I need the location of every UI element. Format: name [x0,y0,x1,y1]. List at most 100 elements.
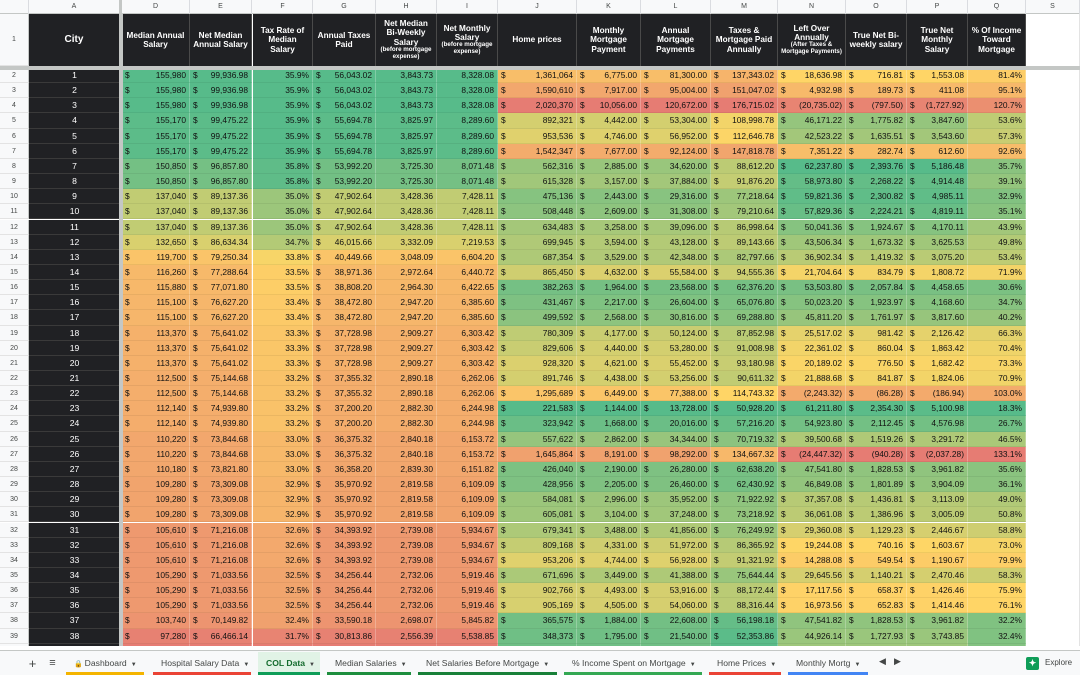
cell-home[interactable]: $584,081 [498,492,577,508]
cell-tm[interactable]: $62,376.20 [711,280,778,296]
cell-biw[interactable]: 2,947.20 [376,295,437,311]
cell-tmo[interactable]: $4,985.11 [907,189,968,205]
cell-rate[interactable]: 32.6% [253,552,313,568]
cell-tmo[interactable]: $3,743.85 [907,628,968,644]
cell-rate[interactable]: 32.9% [253,507,313,523]
cell-tmo[interactable]: $1,414.46 [907,598,968,614]
cell-pct[interactable]: 75.9% [968,583,1026,599]
cell-mmp[interactable]: $7,917.00 [577,83,641,99]
cell-median[interactable]: $113,370 [122,340,190,356]
cell-mmp[interactable]: $1,144.00 [577,401,641,417]
cell-tax[interactable]: $56,043.02 [313,68,376,84]
cell-amp[interactable]: $50,124.00 [641,325,711,341]
cell-biw[interactable]: 2,890.18 [376,386,437,402]
cell-tm[interactable]: $79,210.64 [711,204,778,220]
cell-tbw[interactable]: $841.87 [846,371,907,387]
cell-rate[interactable]: 32.9% [253,492,313,508]
cell-mmp[interactable]: $2,443.00 [577,189,641,205]
row-number[interactable]: 39 [0,628,29,644]
row-number[interactable]: 7 [0,143,29,159]
cell-pct[interactable]: 35.6% [968,461,1026,478]
cell-tm[interactable]: $89,143.66 [711,234,778,250]
row-number[interactable]: 11 [0,204,29,220]
cell-biw[interactable]: 2,732.06 [376,583,437,599]
cell-net[interactable]: $71,033.56 [190,598,252,614]
cell-home[interactable]: $221,583 [498,401,577,417]
cell-mmp[interactable]: $4,505.00 [577,598,641,614]
cell-mmp[interactable]: $2,190.00 [577,461,641,478]
cell-left[interactable]: $ (2,243.32) [778,386,846,402]
column-header-median[interactable]: Median Annual Salary [122,14,190,66]
cell-rate[interactable]: 33.0% [253,461,313,478]
cell-tmo[interactable]: $ (186.94) [907,386,968,402]
cell-tbw[interactable]: $834.79 [846,264,907,281]
cell-tmo[interactable]: $4,168.60 [907,295,968,311]
cell-mmp[interactable]: $1,668.00 [577,416,641,432]
cell-left[interactable]: $62,237.80 [778,158,846,175]
cell-amp[interactable]: $31,308.00 [641,204,711,220]
cell-rate[interactable]: 34.7% [253,234,313,250]
cell-net[interactable]: $89,137.36 [190,204,252,220]
cell-pct[interactable]: 73.3% [968,355,1026,371]
cell-tax[interactable]: $37,355.32 [313,386,376,402]
cell-biw[interactable]: 2,909.27 [376,355,437,371]
column-letter-g[interactable]: G [313,0,376,14]
cell-tmo[interactable]: $3,113.09 [907,492,968,508]
sheet-tab-home-prices[interactable]: Home Prices ▼ [709,652,781,675]
cell-rate[interactable]: 35.8% [253,174,313,190]
cell-amp[interactable]: $21,744.00 [641,643,711,646]
cell-median[interactable]: $155,170 [122,113,190,129]
cell-mon[interactable]: 7,428.11 [437,204,498,220]
cell-mon[interactable]: 8,071.48 [437,174,498,190]
cell-amp[interactable]: $22,608.00 [641,613,711,629]
city-cell[interactable]: 2 [29,83,120,99]
cell-tbw[interactable]: $2,268.22 [846,174,907,190]
city-cell[interactable]: 12 [29,234,120,250]
cell-tmo[interactable]: $ (2,037.28) [907,446,968,462]
cell-pct[interactable]: 43.9% [968,219,1026,235]
cell-tm[interactable]: $93,180.98 [711,355,778,371]
cell-median[interactable]: $155,170 [122,143,190,159]
cell-home[interactable]: $1,542,347 [498,143,577,159]
cell-mmp[interactable]: $4,632.00 [577,264,641,281]
cell-mmp[interactable]: $2,217.00 [577,295,641,311]
cell-tbw[interactable]: $2,354.30 [846,401,907,417]
cell-tax[interactable]: $56,043.02 [313,98,376,114]
cell-median[interactable]: $109,280 [122,477,190,493]
cell-tmo[interactable]: $5,100.98 [907,401,968,417]
column-letter-f[interactable]: F [253,0,313,14]
cell-pct[interactable]: 46.5% [968,431,1026,447]
cell-tax[interactable]: $47,902.64 [313,189,376,205]
cell-amp[interactable]: $53,916.00 [641,583,711,599]
cell-mon[interactable]: 6,422.65 [437,280,498,296]
cell-pct[interactable]: 71.9% [968,264,1026,281]
cell-left[interactable]: $22,361.02 [778,340,846,356]
cell-tax[interactable]: $30,151.62 [313,643,376,646]
cell-mon[interactable]: 6,303.42 [437,325,498,341]
cell-rate[interactable]: 35.9% [253,128,313,144]
cell-tax[interactable]: $35,970.92 [313,492,376,508]
cell-mmp[interactable]: $1,964.00 [577,280,641,296]
cell-tmo[interactable]: $612.60 [907,143,968,159]
cell-net[interactable]: $71,033.56 [190,583,252,599]
cell-net[interactable]: $99,475.22 [190,113,252,129]
cell-tbw[interactable]: $1,386.96 [846,507,907,523]
cell-left[interactable]: $54,923.80 [778,416,846,432]
cell-tm[interactable]: $112,646.78 [711,128,778,144]
cell-left[interactable]: $50,041.36 [778,219,846,235]
cell-net[interactable]: $89,137.36 [190,219,252,235]
cell-tm[interactable]: $88,612.20 [711,158,778,175]
column-header-city[interactable]: City [29,14,120,66]
cell-net[interactable]: $73,309.08 [190,492,252,508]
cell-tmo[interactable]: $2,446.67 [907,522,968,538]
cell-mmp[interactable]: $3,157.00 [577,174,641,190]
cell-rate[interactable]: 35.0% [253,219,313,235]
cell-median[interactable]: $113,370 [122,325,190,341]
column-header-mon[interactable]: Net Monthly Salary (before mortgage expen… [437,14,498,66]
column-header-tm[interactable]: Taxes & Mortgage Paid Annually [711,14,778,66]
cell-net[interactable]: $77,071.80 [190,280,252,296]
city-cell[interactable]: 33 [29,552,120,568]
cell-pct[interactable]: 58.8% [968,522,1026,538]
cell-home[interactable]: $351,632 [498,643,577,646]
cell-left[interactable]: $47,541.82 [778,613,846,629]
